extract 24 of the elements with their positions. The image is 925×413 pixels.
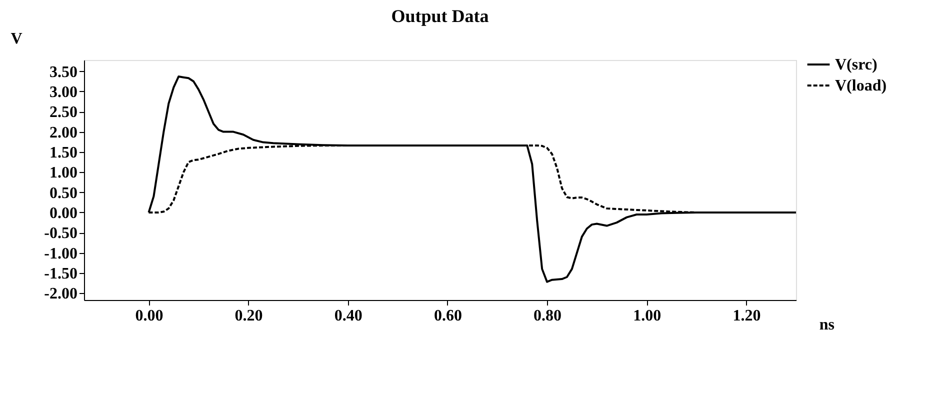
y-tick-label: 2.50 [50,104,78,122]
y-tick-label: 2.00 [50,124,78,142]
y-tick-label: -1.00 [44,245,78,262]
x-tick-label: 1.00 [633,308,662,324]
y-tick-label: 3.50 [50,64,78,81]
legend-label: V(load) [835,78,887,94]
y-axis-title: V [10,30,23,48]
y-tick-label: 1.00 [50,164,78,182]
x-tick-label: 0.20 [234,308,263,324]
x-tick-label: 0.60 [434,308,462,324]
y-tick-label: -0.50 [44,225,78,242]
x-tick-label: 1.20 [732,308,761,324]
y-tick-label: 0.50 [50,184,78,202]
x-axis-title: ns [819,316,834,334]
chart-title: Output Data [391,6,489,26]
x-tick-label: 0.80 [534,308,562,324]
legend-label: V(src) [835,56,878,74]
x-tick-label: 0.40 [334,308,362,324]
y-tick-label: 0.00 [50,204,78,222]
y-tick-label: -1.50 [44,265,78,282]
x-tick-label: 0.00 [135,308,164,324]
y-tick-label: 1.50 [50,144,78,162]
y-tick-label: 3.00 [50,84,78,101]
y-tick-label: -2.00 [44,286,78,303]
